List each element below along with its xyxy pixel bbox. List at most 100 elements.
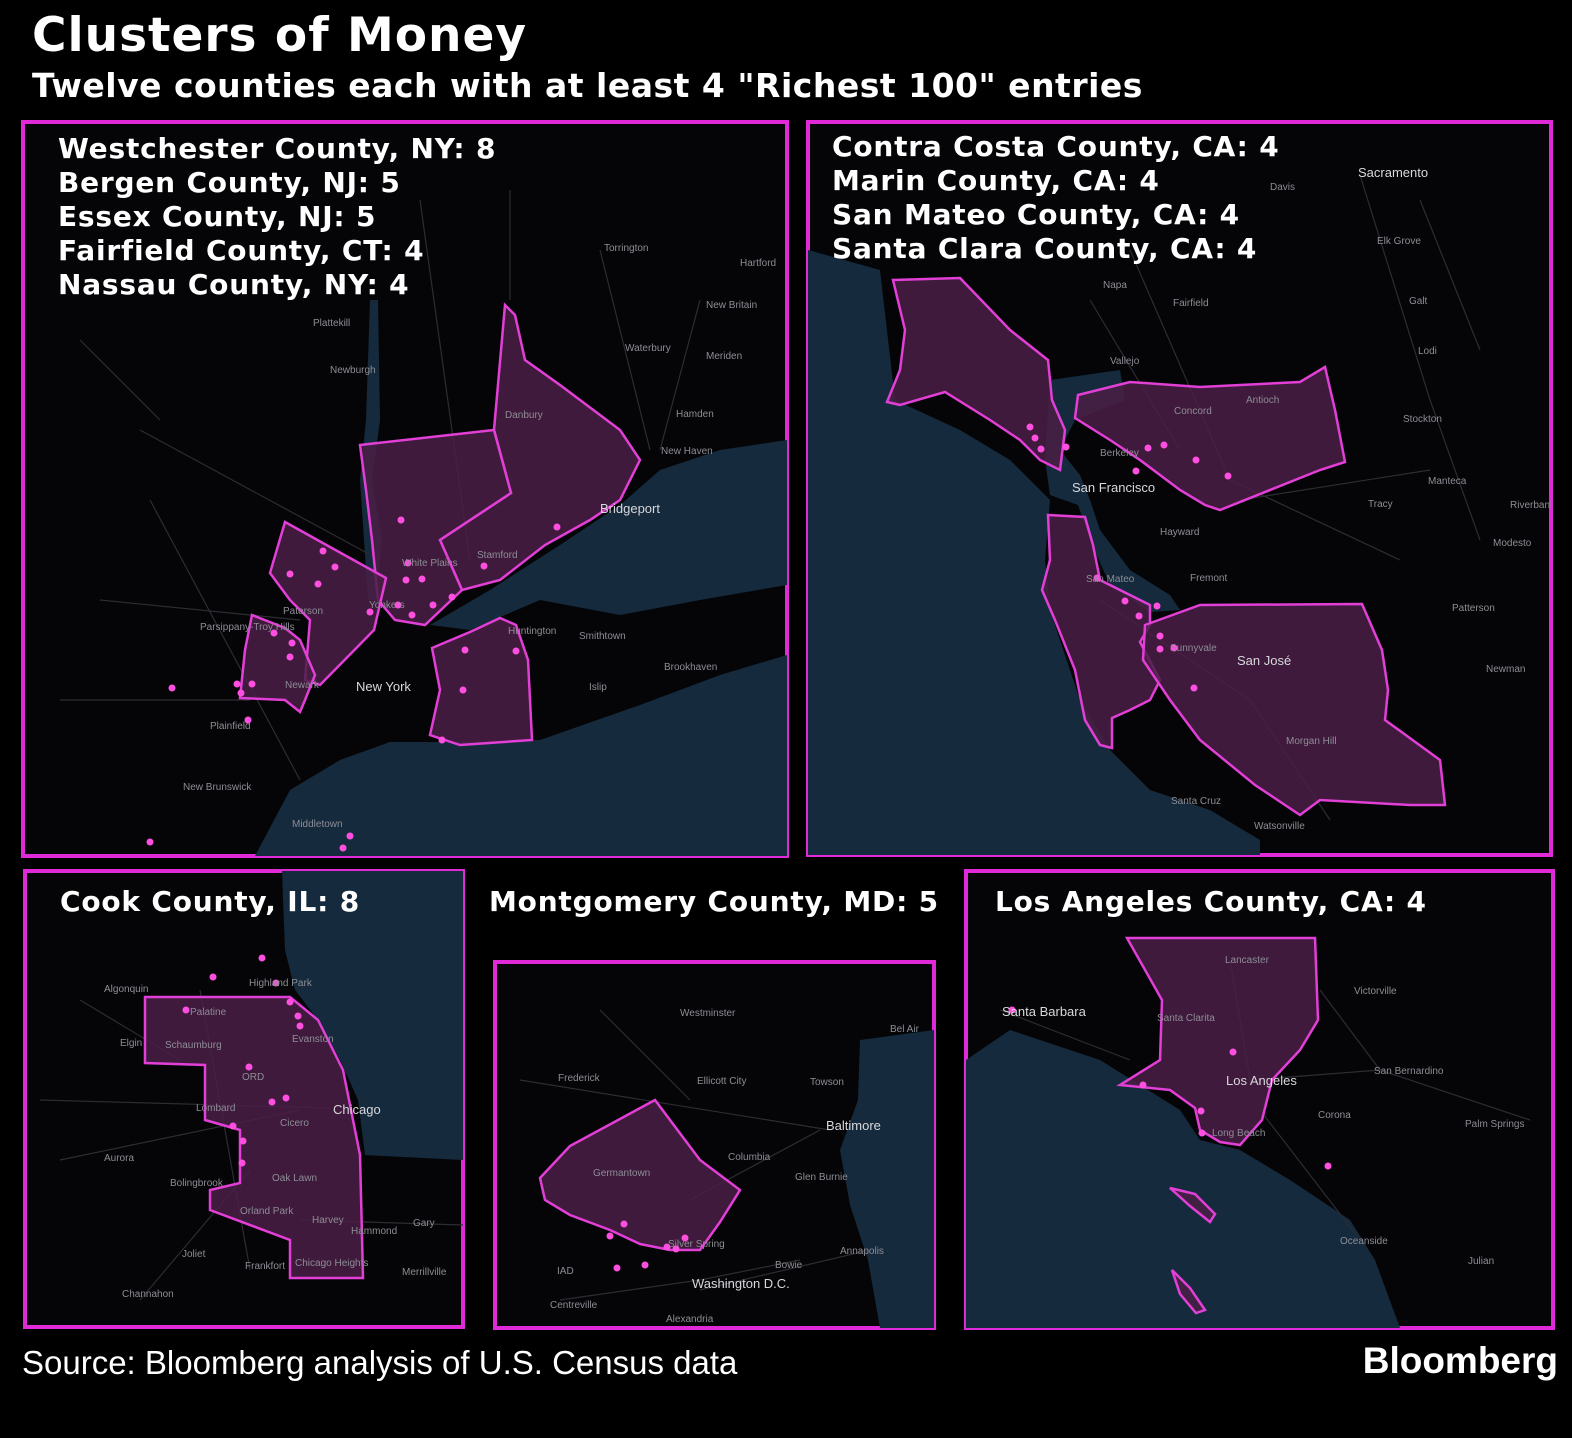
- entry-dot: [1160, 441, 1168, 449]
- entry-dot: [1156, 645, 1164, 653]
- city-label: Watsonville: [1254, 821, 1305, 832]
- city-label: Chicago Heights: [295, 1258, 368, 1269]
- county-count-label: Santa Clara County, CA: 4: [832, 232, 1257, 265]
- entry-dot: [1192, 456, 1200, 464]
- county-count-label: Essex County, NJ: 5: [58, 200, 376, 233]
- entry-dot: [331, 563, 339, 571]
- san-mateo-county: [1040, 513, 1162, 750]
- city-label: Lombard: [196, 1103, 235, 1114]
- city-label: Oceanside: [1340, 1236, 1388, 1247]
- entry-dot: [1144, 444, 1152, 452]
- entry-dot: [258, 954, 266, 962]
- city-label: Centreville: [550, 1300, 598, 1311]
- entry-dot: [641, 1261, 649, 1269]
- marin-county: [885, 276, 1067, 472]
- city-label: Corona: [1318, 1110, 1351, 1121]
- city-labels: Chicago Evanston Highland Park Palatine …: [104, 978, 447, 1300]
- entry-dot: [429, 601, 437, 609]
- county-count-label: Contra Costa County, CA: 4: [832, 130, 1280, 163]
- entry-dot: [1062, 443, 1070, 451]
- city-labels: Sacramento San Francisco San José Concor…: [1072, 165, 1551, 832]
- city-label: San Francisco: [1072, 480, 1155, 495]
- city-label: Gary: [413, 1218, 435, 1229]
- city-label: Washington D.C.: [692, 1276, 790, 1291]
- city-label: Fremont: [1190, 573, 1227, 584]
- city-label: Joliet: [182, 1249, 206, 1260]
- entry-dot: [288, 639, 296, 647]
- city-label: Annapolis: [840, 1246, 884, 1257]
- entry-dot: [402, 576, 410, 584]
- city-label: Columbia: [728, 1152, 771, 1163]
- nassau-county: [428, 616, 534, 747]
- entry-dots: [1026, 423, 1232, 692]
- city-label: Los Angeles: [1226, 1073, 1297, 1088]
- entry-dot: [146, 838, 154, 846]
- city-label: Modesto: [1493, 538, 1532, 549]
- essex-county: [238, 613, 317, 715]
- city-label: Chicago: [333, 1102, 381, 1117]
- entry-dot: [1135, 612, 1143, 620]
- city-label: Santa Barbara: [1002, 1004, 1087, 1019]
- city-label: Frederick: [558, 1073, 601, 1084]
- entry-dots: [182, 954, 304, 1167]
- entry-dot: [294, 1012, 302, 1020]
- county-count-label: San Mateo County, CA: 4: [832, 198, 1240, 231]
- entry-dot: [512, 647, 520, 655]
- city-labels: Washington D.C. Baltimore Silver Spring …: [550, 1008, 920, 1325]
- entry-dot: [394, 601, 402, 609]
- city-label: Smithtown: [579, 631, 626, 642]
- city-label: Lancaster: [1225, 955, 1270, 966]
- city-label: Merrillville: [402, 1267, 447, 1278]
- entry-dot: [314, 580, 322, 588]
- city-labels: Los Angeles Santa Barbara San Bernardino…: [1002, 955, 1524, 1267]
- city-label: ORD: [242, 1072, 264, 1083]
- entry-dot: [663, 1243, 671, 1251]
- city-label: Huntington: [508, 626, 556, 637]
- panel-los-angeles-map: Los Angeles Santa Barbara San Bernardino…: [964, 869, 1555, 1330]
- city-label: Waterbury: [625, 343, 671, 354]
- san-clemente-island: [1170, 1269, 1207, 1315]
- city-label: San José: [1237, 653, 1291, 668]
- city-label: Lodi: [1418, 346, 1437, 357]
- city-label: Baltimore: [826, 1118, 881, 1133]
- city-label: Meriden: [706, 351, 742, 362]
- city-label: Yonkers: [369, 600, 405, 611]
- city-label: Bowie: [775, 1260, 803, 1271]
- city-label: Hamden: [676, 409, 714, 420]
- county-count-label: Marin County, CA: 4: [832, 164, 1160, 197]
- cook-county: [143, 995, 365, 1280]
- lake-michigan: [282, 871, 463, 1160]
- entry-dot: [286, 998, 294, 1006]
- city-label: Cicero: [280, 1118, 309, 1129]
- city-label: New Britain: [706, 300, 757, 311]
- entry-dot: [296, 1022, 304, 1030]
- city-label: Vallejo: [1110, 356, 1140, 367]
- santa-catalina-island: [1169, 1186, 1217, 1224]
- chesapeake-bay: [840, 1030, 934, 1328]
- entry-dot: [672, 1245, 680, 1253]
- city-label: Bolingbrook: [170, 1178, 224, 1189]
- entry-dot: [553, 523, 561, 531]
- entry-dot: [1170, 644, 1178, 652]
- entry-dot: [286, 570, 294, 578]
- city-label: Plainfield: [210, 721, 251, 732]
- contra-costa-county: [1073, 365, 1347, 512]
- city-label: Bel Air: [890, 1024, 920, 1035]
- city-label: Silver Spring: [668, 1239, 725, 1250]
- source-note: Source: Bloomberg analysis of U.S. Censu…: [22, 1344, 738, 1381]
- entry-dot: [1190, 684, 1198, 692]
- entry-dot: [339, 844, 347, 852]
- entry-dot: [459, 686, 467, 694]
- city-label: Bridgeport: [600, 501, 660, 516]
- city-label: Stamford: [477, 550, 518, 561]
- entry-dot: [182, 1006, 190, 1014]
- entry-dot: [346, 832, 354, 840]
- los-angeles-county: [1116, 936, 1320, 1147]
- panel-cook-map: Chicago Evanston Highland Park Palatine …: [23, 869, 465, 1329]
- atlantic-ocean: [255, 655, 787, 856]
- entry-dot: [282, 1094, 290, 1102]
- city-label: Antioch: [1246, 395, 1279, 406]
- city-label: Hayward: [1160, 527, 1199, 538]
- entry-dot: [1224, 472, 1232, 480]
- city-label: Palm Springs: [1465, 1119, 1524, 1130]
